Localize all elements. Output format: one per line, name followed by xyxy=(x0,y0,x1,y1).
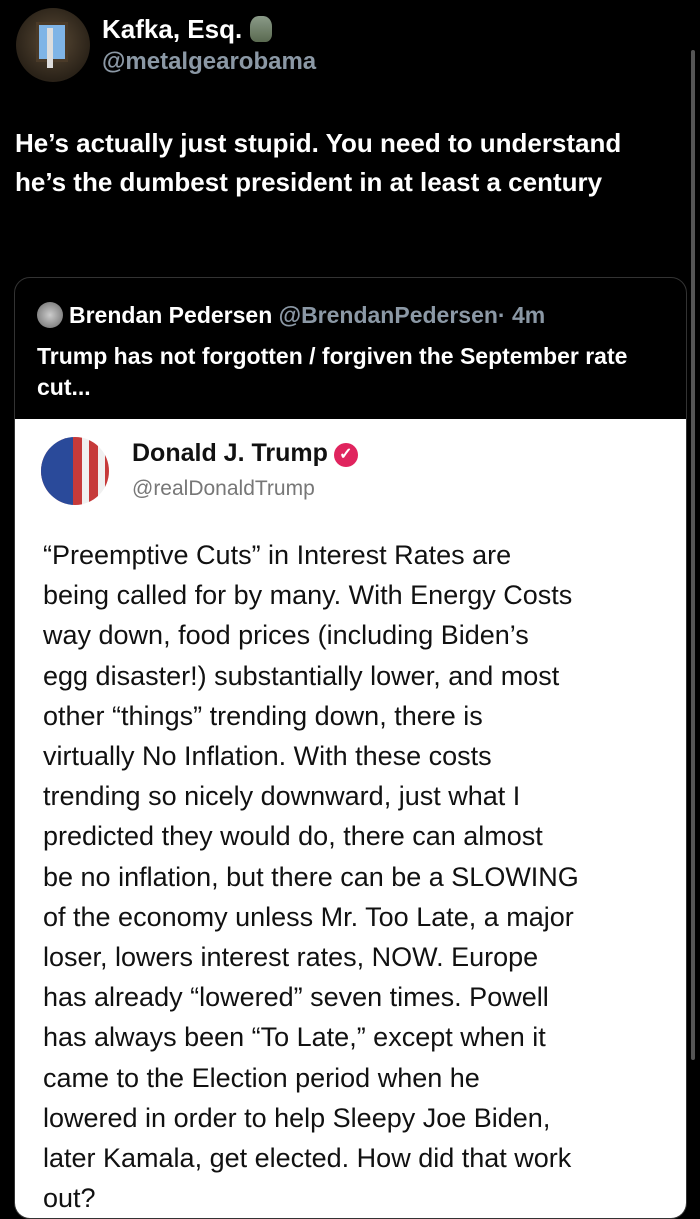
post-line: be no inflation, but there can be a SLOW… xyxy=(43,861,579,892)
post-line: later Kamala, get elected. How did that … xyxy=(43,1143,572,1174)
verified-badge-icon: ✓ xyxy=(333,443,358,467)
scrollbar[interactable] xyxy=(691,50,695,1060)
post-line: trending so nicely downward, just what I xyxy=(43,781,521,812)
quote-avatar[interactable] xyxy=(37,302,63,328)
trump-name-row: Donald J. Trump ✓ xyxy=(132,439,358,468)
quote-time: · 4m xyxy=(497,302,546,328)
post-line: has already “lowered” seven times. Powel… xyxy=(43,982,549,1013)
post-line: predicted they would do, there can almos… xyxy=(43,821,543,852)
post-line: came to the Election period when he xyxy=(43,1062,480,1093)
post-line: loser, lowers interest rates, NOW. Europ… xyxy=(43,942,539,973)
quote-text: Trump has not forgotten / forgiven the S… xyxy=(37,343,628,400)
trump-handle: @realDonaldTrump xyxy=(132,477,315,500)
post-line: being called for by many. With Energy Co… xyxy=(43,580,573,611)
troll-figure-emoji-icon xyxy=(250,16,273,42)
post-line: has always been “To Late,” except when i… xyxy=(43,1022,546,1053)
post-line: out? xyxy=(43,1183,96,1214)
author-handle[interactable]: @metalgearobama xyxy=(102,48,317,75)
author-name-row[interactable]: Kafka, Esq. xyxy=(102,14,273,45)
quote-handle[interactable]: @BrendanPedersen xyxy=(278,302,498,328)
author-name[interactable]: Kafka, Esq. xyxy=(102,14,243,44)
tweet-text: He’s actually just stupid. You need to u… xyxy=(15,128,622,197)
post-line: other “things” trending down, there is xyxy=(43,700,483,731)
trump-name: Donald J. Trump xyxy=(132,439,328,467)
post-line: of the economy unless Mr. Too Late, a ma… xyxy=(43,901,574,932)
post-line: way down, food prices (including Biden’s xyxy=(43,620,529,651)
post-line: “Preemptive Cuts” in Interest Rates are xyxy=(43,540,512,570)
post-line: egg disaster!) substantially lower, and … xyxy=(43,660,560,691)
post-line: lowered in order to help Sleepy Joe Bide… xyxy=(43,1102,551,1133)
quoted-tweet[interactable]: Brendan Pedersen @BrendanPedersen· 4m Tr… xyxy=(14,277,687,1219)
avatar-figure xyxy=(47,28,53,68)
trump-avatar xyxy=(41,437,109,505)
quote-name[interactable]: Brendan Pedersen xyxy=(69,302,273,328)
trump-post-body: “Preemptive Cuts” in Interest Rates are b… xyxy=(43,535,683,1218)
quote-image-screenshot[interactable]: Donald J. Trump ✓ @realDonaldTrump “Preem… xyxy=(15,419,686,1218)
quote-header: Brendan Pedersen @BrendanPedersen· 4m xyxy=(37,302,545,329)
post-line: virtually No Inflation. With these costs xyxy=(43,741,492,772)
author-avatar[interactable] xyxy=(16,8,90,82)
